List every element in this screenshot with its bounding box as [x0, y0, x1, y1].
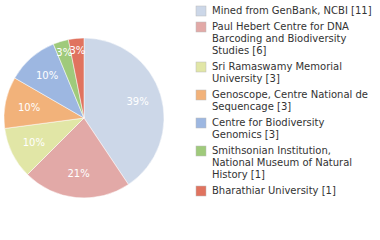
legend-swatch — [196, 6, 206, 16]
legend-swatch — [196, 146, 206, 156]
legend-item: Smithsonian Institution, National Museum… — [196, 145, 355, 180]
legend-swatch — [196, 186, 206, 196]
legend-item: Centre for Biodiversity Genomics [3] — [196, 117, 328, 140]
legend-item: Mined from GenBank, NCBI [11] — [196, 5, 372, 16]
legend-label: Mined from GenBank, NCBI [11] — [212, 5, 372, 16]
legend-item: Paul Hebert Centre for DNA Barcoding and… — [196, 21, 352, 56]
data-label: 21% — [67, 168, 89, 179]
data-label: 3% — [69, 45, 85, 56]
legend-label: Sri Ramaswamy Memorial University [3] — [212, 61, 345, 84]
legend-label: Centre for Biodiversity Genomics [3] — [212, 117, 328, 140]
legend-item: Sri Ramaswamy Memorial University [3] — [196, 61, 345, 84]
legend-label: Smithsonian Institution, National Museum… — [212, 145, 355, 180]
data-labels: 39%21%10%10%10%3%3% — [18, 45, 149, 179]
legend-label: Paul Hebert Centre for DNA Barcoding and… — [212, 21, 352, 56]
chart: 39%21%10%10%10%3%3%Mined from GenBank, N… — [0, 0, 380, 240]
legend-label: Bharathiar University [1] — [212, 185, 336, 196]
legend-item: Bharathiar University [1] — [196, 185, 336, 196]
legend-item: Genoscope, Centre National de Sequencage… — [196, 89, 371, 112]
legend-swatch — [196, 62, 206, 72]
data-label: 10% — [23, 137, 45, 148]
data-label: 10% — [18, 102, 40, 113]
legend-swatch — [196, 90, 206, 100]
legend-label: Genoscope, Centre National de Sequencage… — [212, 89, 371, 112]
legend-swatch — [196, 118, 206, 128]
legend-swatch — [196, 22, 206, 32]
pie — [4, 38, 164, 198]
data-label: 39% — [126, 96, 148, 107]
legend: Mined from GenBank, NCBI [11] Paul Hebert… — [196, 5, 372, 196]
data-label: 10% — [36, 70, 58, 81]
